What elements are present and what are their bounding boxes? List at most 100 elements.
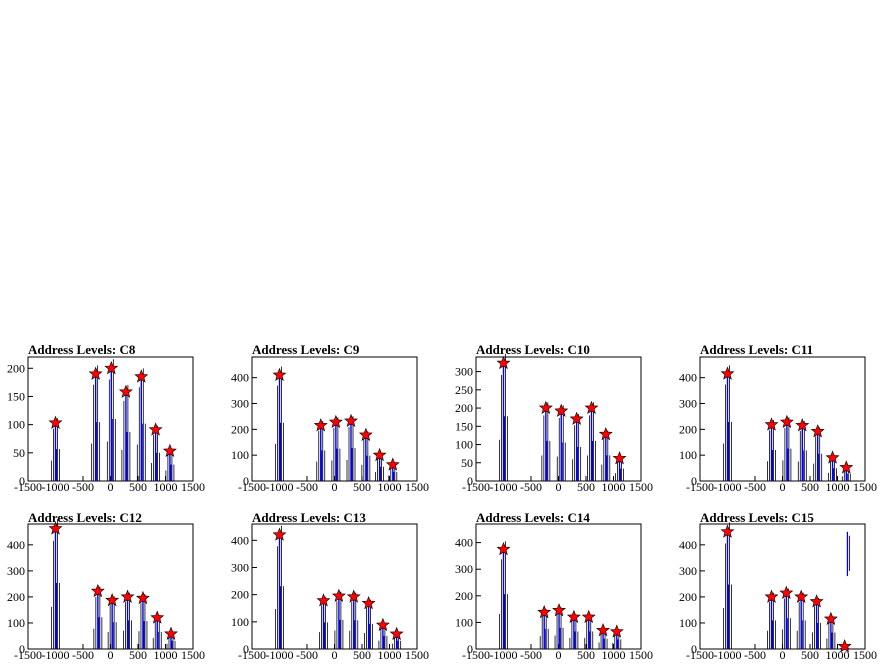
peak-marker — [609, 624, 624, 638]
y-tick-label: 0 — [19, 474, 25, 488]
y-tick-label: 100 — [231, 615, 249, 629]
y-tick-label: 400 — [679, 538, 697, 552]
peak-marker — [389, 626, 404, 640]
x-tick-label: 0 — [780, 480, 786, 494]
x-tick-label: -1000 — [42, 480, 70, 494]
y-tick-label: 400 — [7, 538, 25, 552]
x-tick-label: 1000 — [602, 648, 626, 662]
peak-marker — [372, 447, 387, 462]
peak-marker — [346, 589, 361, 603]
peak-marker — [385, 457, 400, 471]
x-tick-label: -1000 — [714, 648, 742, 662]
x-tick-label: -1000 — [490, 648, 518, 662]
x-tick-label: 1000 — [378, 648, 402, 662]
x-tick-label: 1000 — [154, 648, 178, 662]
x-tick-label: -1500 — [462, 480, 490, 494]
y-tick-label: 300 — [7, 564, 25, 578]
y-tick-label: 0 — [467, 474, 473, 488]
peak-marker — [358, 427, 373, 441]
x-tick-label: 500 — [353, 648, 371, 662]
x-tick-label: -500 — [744, 480, 766, 494]
peak-marker — [720, 366, 735, 380]
peak-marker — [272, 527, 287, 541]
panel-title: Address Levels: C15 — [700, 510, 814, 525]
x-tick-label: -500 — [296, 648, 318, 662]
y-tick-label: 100 — [7, 616, 25, 630]
peak-marker — [344, 413, 358, 428]
peak-marker — [764, 417, 779, 431]
y-tick-label: 200 — [455, 589, 473, 603]
y-tick-label: 150 — [455, 419, 473, 433]
y-tick-label: 200 — [7, 590, 25, 604]
x-tick-label: 500 — [801, 648, 819, 662]
peak-marker — [272, 367, 287, 382]
x-tick-label: 1500 — [853, 480, 877, 494]
x-tick-label: -1500 — [238, 648, 266, 662]
panel-title: Address Levels: C8 — [28, 342, 136, 357]
x-tick-label: 1000 — [154, 480, 178, 494]
peak-marker — [150, 610, 165, 624]
peak-marker — [839, 460, 854, 474]
peak-marker — [120, 589, 135, 603]
histogram-panel: Address Levels: C10 0 50 100 150 200 250 300 -15… — [455, 342, 653, 494]
x-tick-label: 1000 — [826, 648, 850, 662]
x-tick-label: -1500 — [14, 648, 42, 662]
peak-marker — [331, 588, 346, 602]
x-tick-label: 0 — [556, 480, 562, 494]
x-tick-label: -1000 — [490, 480, 518, 494]
y-tick-label: 300 — [679, 397, 697, 411]
peak-marker — [105, 592, 120, 607]
peak-marker — [720, 524, 735, 538]
peak-marker — [88, 366, 103, 380]
x-tick-label: 0 — [332, 480, 338, 494]
x-tick-label: -1500 — [238, 480, 266, 494]
y-tick-label: 300 — [455, 365, 473, 379]
peak-marker — [375, 617, 390, 632]
y-tick-label: 100 — [455, 615, 473, 629]
x-tick-label: 500 — [353, 480, 371, 494]
x-tick-label: -500 — [744, 648, 766, 662]
peak-marker — [584, 400, 599, 414]
x-tick-label: 1500 — [181, 648, 205, 662]
x-tick-label: -1000 — [714, 480, 742, 494]
y-tick-label: 250 — [455, 383, 473, 397]
y-tick-label: 400 — [231, 533, 249, 547]
x-tick-label: -1500 — [686, 480, 714, 494]
peak-marker — [537, 604, 552, 619]
x-tick-label: 500 — [577, 480, 595, 494]
y-tick-label: 50 — [13, 446, 25, 460]
peak-marker — [538, 400, 553, 414]
peak-marker — [313, 418, 328, 432]
y-tick-label: 0 — [691, 642, 697, 656]
histogram-panel: Address Levels: C9 0 100 200 300 400 -1500 -100… — [231, 342, 429, 494]
peak-marker — [809, 594, 824, 608]
x-tick-label: -500 — [520, 648, 542, 662]
y-tick-label: 200 — [679, 590, 697, 604]
x-tick-label: 500 — [129, 648, 147, 662]
histogram-panel: Address Levels: C14 0 100 200 300 400 -1500 -10… — [455, 510, 653, 662]
peak-marker — [794, 589, 809, 603]
x-tick-label: -1000 — [266, 480, 294, 494]
y-tick-label: 300 — [231, 397, 249, 411]
x-tick-label: 1500 — [629, 480, 653, 494]
y-tick-label: 50 — [461, 456, 473, 470]
x-tick-label: 1500 — [405, 648, 429, 662]
peak-marker — [162, 443, 177, 458]
y-tick-label: 0 — [467, 642, 473, 656]
panel-title: Address Levels: C9 — [252, 342, 360, 357]
peak-marker — [164, 626, 178, 640]
x-tick-label: -1000 — [266, 648, 294, 662]
peak-marker — [328, 414, 343, 429]
peak-marker — [148, 422, 163, 436]
y-tick-label: 150 — [7, 389, 25, 403]
x-tick-label: 1000 — [826, 480, 850, 494]
x-tick-label: 500 — [129, 480, 147, 494]
y-tick-label: 200 — [231, 588, 249, 602]
peak-marker — [48, 415, 63, 429]
y-tick-label: 0 — [243, 474, 249, 488]
y-tick-label: 400 — [231, 371, 249, 385]
peak-marker — [552, 603, 567, 617]
y-tick-label: 100 — [455, 438, 473, 452]
x-tick-label: 1000 — [378, 480, 402, 494]
